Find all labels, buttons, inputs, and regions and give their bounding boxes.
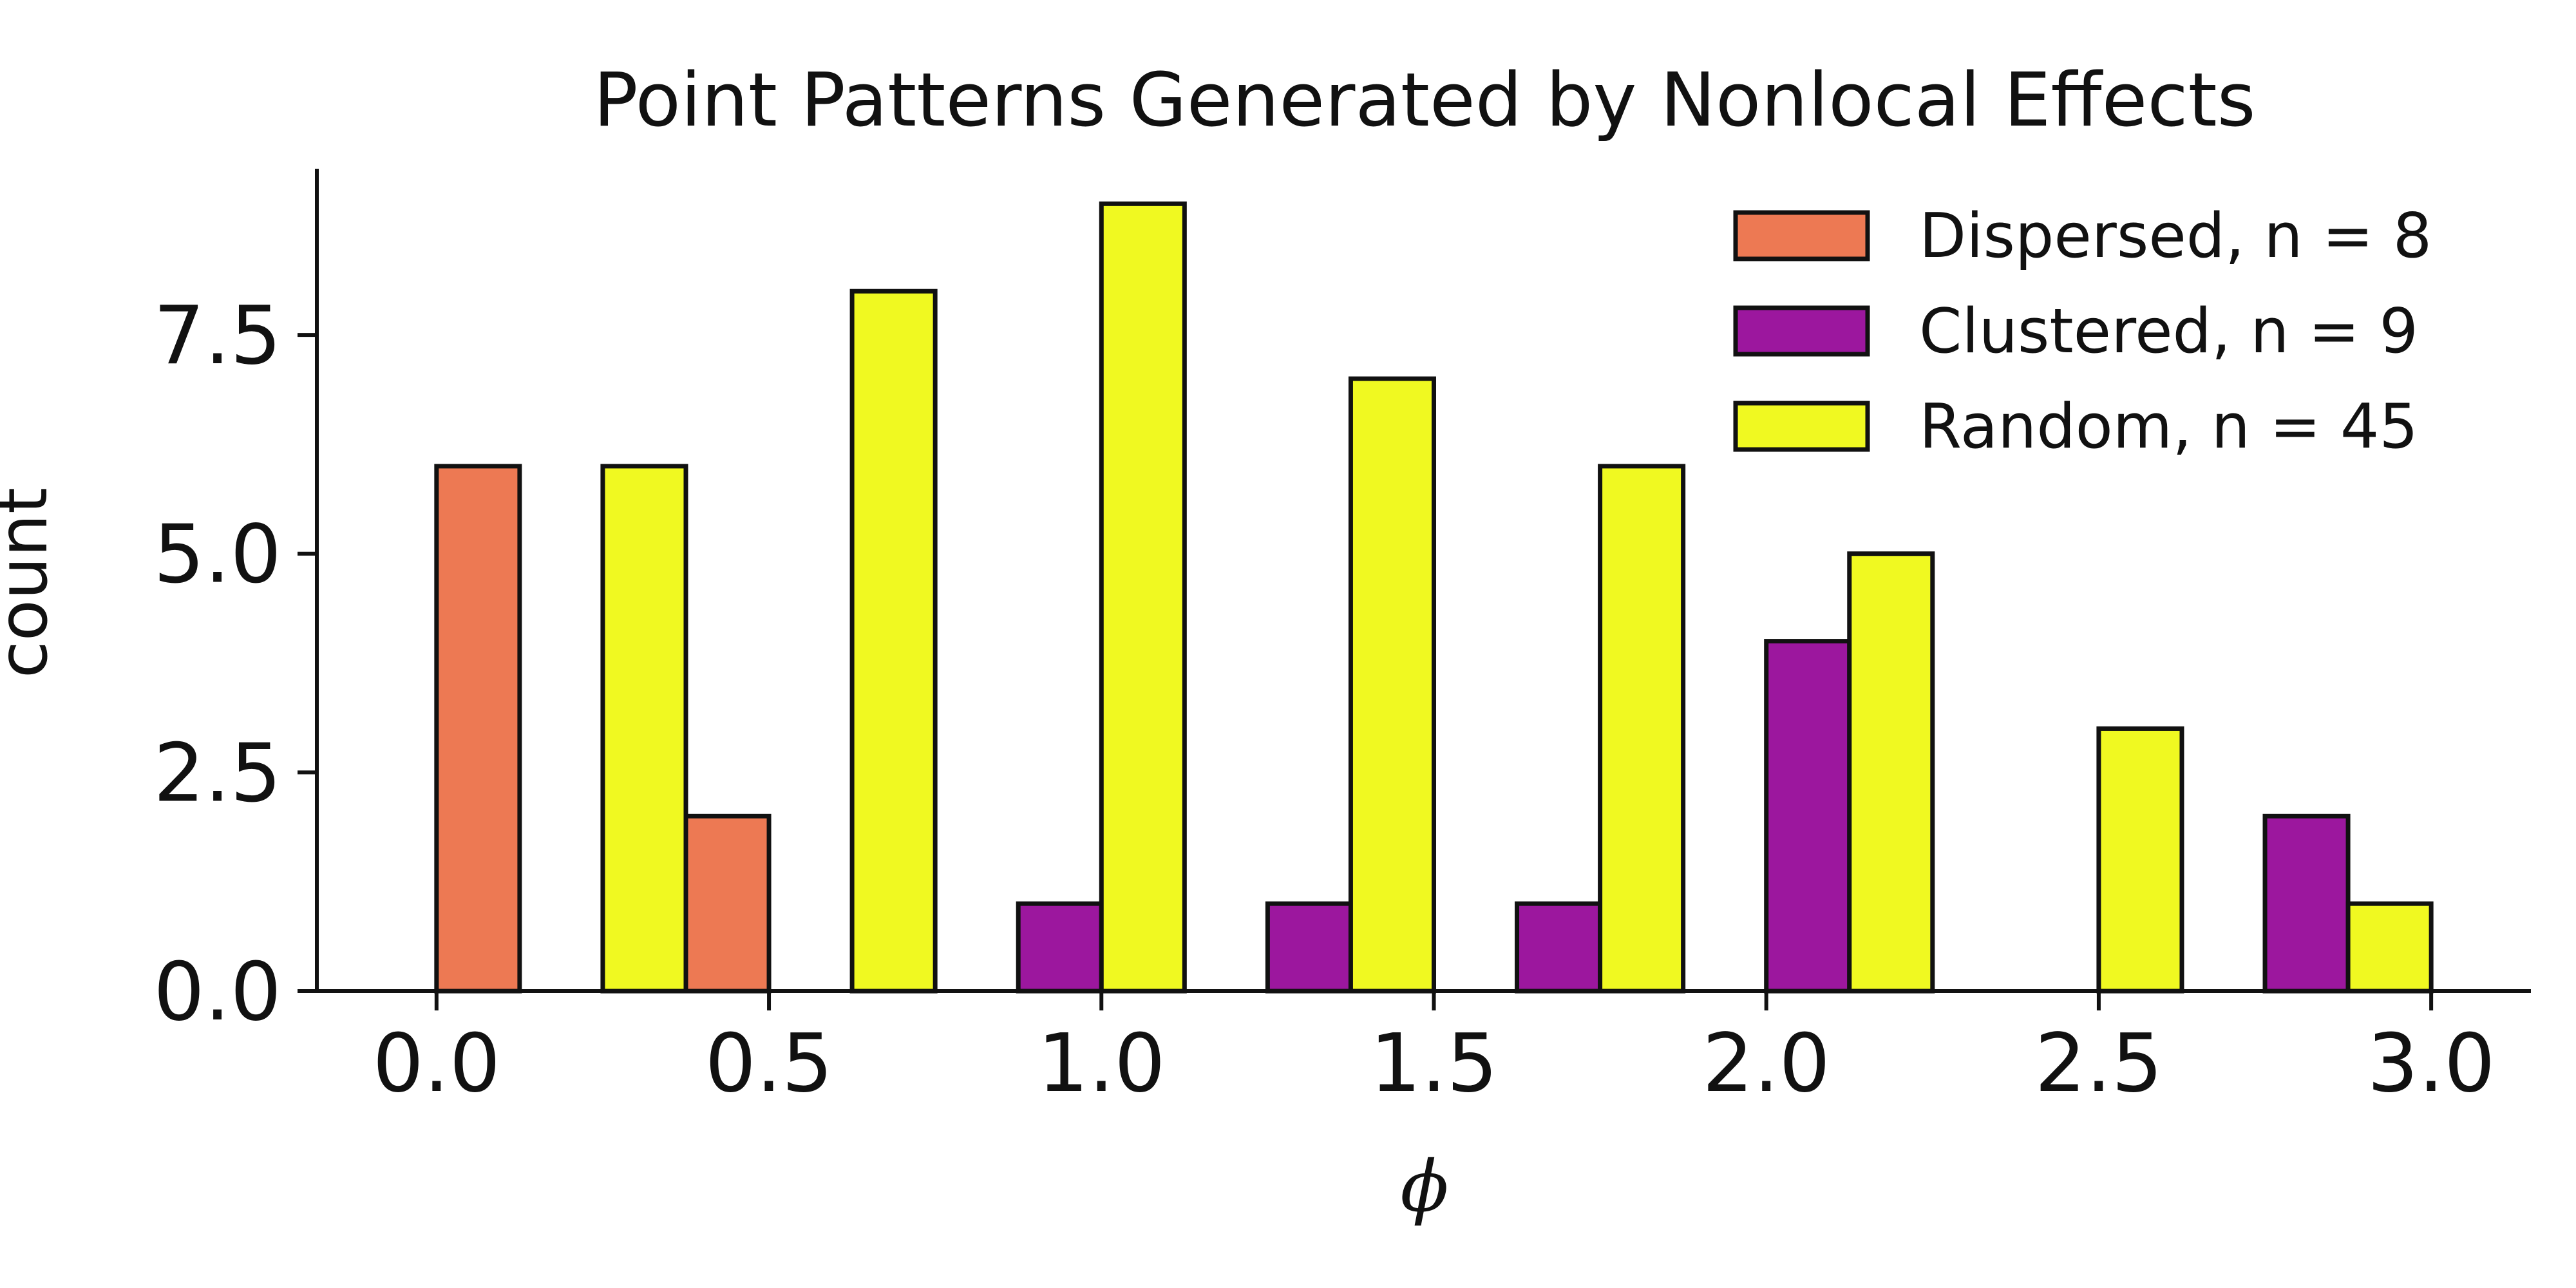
bar-clustered-3 bbox=[1265, 901, 1353, 994]
y-axis-label: count bbox=[0, 488, 62, 678]
y-ticks: 0.0 2.5 5.0 7.5 bbox=[153, 289, 317, 1039]
bar-dispersed-1 bbox=[683, 813, 772, 994]
y-tick-label: 7.5 bbox=[153, 289, 281, 383]
bar-random-7 bbox=[600, 464, 688, 994]
axes-layer bbox=[315, 169, 2531, 993]
x-tick-label: 0.5 bbox=[705, 1017, 833, 1110]
x-tick-label: 1.0 bbox=[1037, 1017, 1166, 1110]
legend-swatch bbox=[1733, 305, 1870, 357]
x-ticks: 0.0 0.5 1.0 1.5 2.0 2.5 3.0 bbox=[372, 991, 2496, 1110]
legend: Dispersed, n = 8 Clustered, n = 9 Random, … bbox=[1733, 201, 2432, 462]
bar-random-14 bbox=[2345, 901, 2434, 994]
legend-label: Random, n = 45 bbox=[1919, 392, 2418, 462]
bar-clustered-6 bbox=[2262, 813, 2351, 994]
bar-clustered-2 bbox=[1016, 901, 1104, 994]
bar-random-9 bbox=[1099, 201, 1187, 994]
x-tick-label: 3.0 bbox=[2367, 1017, 2496, 1110]
bar-random-10 bbox=[1348, 376, 1436, 994]
bar-random-11 bbox=[1598, 464, 1686, 994]
x-tick-label: 2.5 bbox=[2035, 1017, 2163, 1110]
bar-clustered-5 bbox=[1764, 639, 1852, 994]
legend-swatch bbox=[1733, 401, 1870, 452]
bar-clustered-4 bbox=[1515, 901, 1603, 994]
legend-swatch bbox=[1733, 210, 1870, 261]
y-tick-label: 2.5 bbox=[153, 726, 281, 820]
legend-label: Clustered, n = 9 bbox=[1919, 296, 2418, 367]
x-tick-label: 1.5 bbox=[1370, 1017, 1498, 1110]
bar-dispersed-0 bbox=[434, 464, 522, 994]
x-tick-label: 0.0 bbox=[372, 1017, 500, 1110]
x-axis-label: ϕ bbox=[1401, 1145, 1449, 1227]
bar-random-12 bbox=[1847, 551, 1935, 994]
y-tick-label: 5.0 bbox=[153, 508, 281, 601]
chart-title: Point Patterns Generated by Nonlocal Eff… bbox=[593, 57, 2255, 144]
y-tick-label: 0.0 bbox=[153, 945, 281, 1039]
bar-random-8 bbox=[849, 289, 938, 994]
legend-label: Dispersed, n = 8 bbox=[1919, 201, 2432, 272]
bar-random-13 bbox=[2096, 726, 2184, 994]
x-tick-label: 2.0 bbox=[1702, 1017, 1830, 1110]
